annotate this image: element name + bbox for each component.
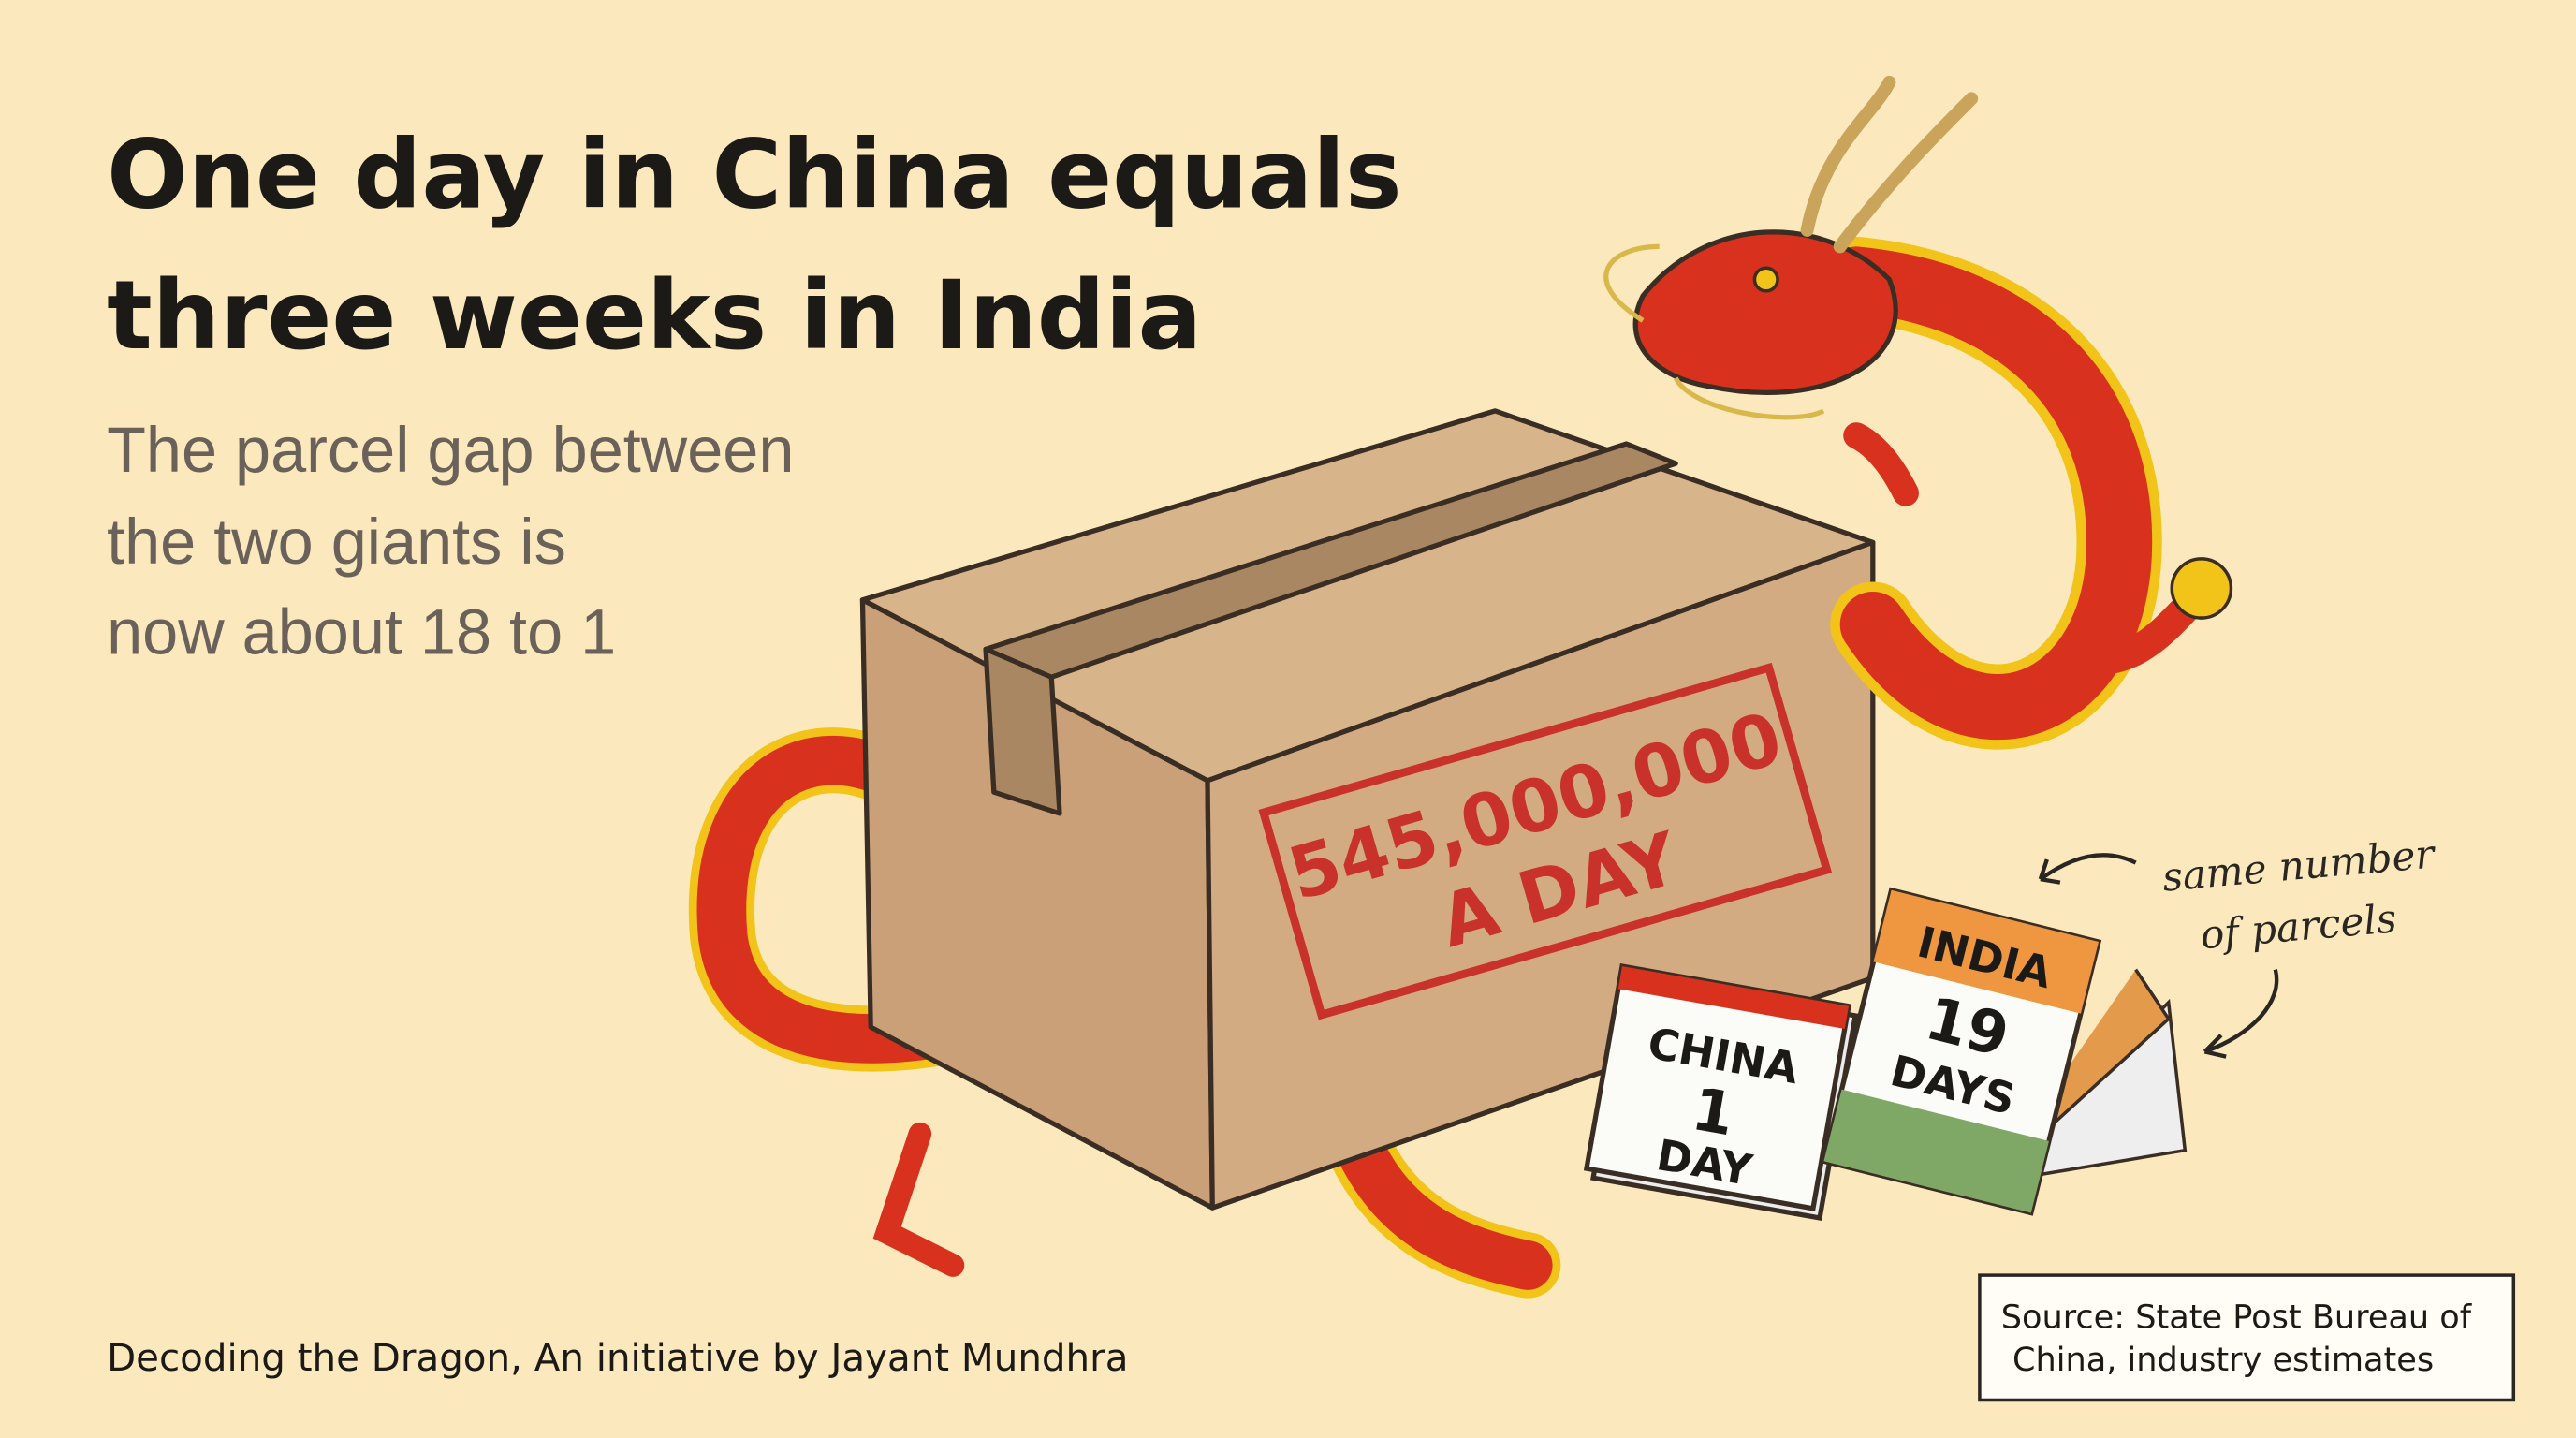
- source-text: China, industry estimates: [2012, 1341, 2434, 1379]
- source-text: Source: State Post Bureau of: [2001, 1298, 2473, 1336]
- parcel-box: [859, 408, 1876, 1211]
- title-line: One day in China equals: [107, 120, 1402, 230]
- dragon-head: [1603, 75, 1979, 420]
- dragon-body: [1813, 236, 2233, 750]
- annotation-arrow: [2038, 853, 2137, 885]
- stamp-border: [1258, 662, 1833, 1020]
- subtitle-line: The parcel gap between: [107, 414, 794, 486]
- credit: Decoding the Dragon, An initiative by Ja…: [107, 1336, 1128, 1380]
- china-calendar: CHINA 1 DAY: [1583, 963, 1859, 1222]
- subtitle-line: now about 18 to 1: [107, 596, 616, 668]
- subtitle-line: the two giants is: [107, 506, 566, 578]
- annotation-arrow: [2203, 969, 2279, 1059]
- source-box: [1978, 1273, 2516, 1402]
- title-line: three weeks in India: [107, 261, 1202, 372]
- india-calendar: INDIA 19 DAYS: [1821, 887, 2188, 1216]
